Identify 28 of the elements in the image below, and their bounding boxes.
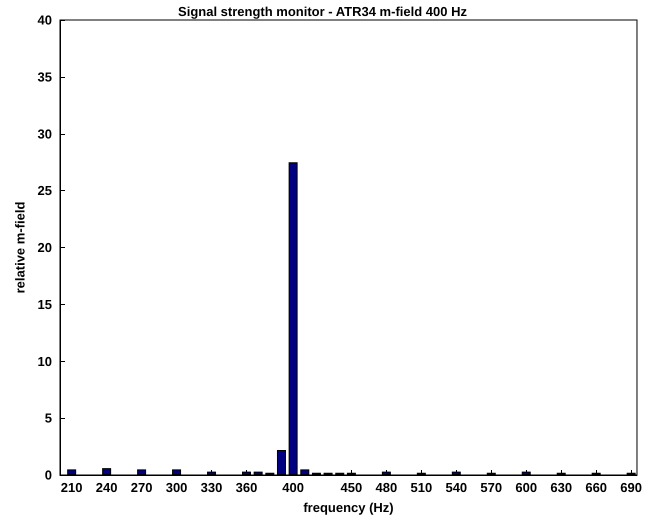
y-tick-label: 10 — [38, 354, 52, 369]
y-tick-label: 35 — [38, 69, 52, 84]
x-tick-label: 360 — [236, 480, 258, 495]
y-tick-label: 15 — [38, 296, 52, 312]
x-tick-label: 570 — [480, 480, 502, 495]
x-tick-label: 690 — [620, 480, 642, 495]
x-tick-label: 270 — [130, 480, 152, 495]
y-tick-label: 5 — [44, 410, 52, 426]
y-tick-label: 0 — [44, 468, 52, 482]
x-axis-title: frequency (Hz) — [303, 500, 394, 515]
y-tick-label: 30 — [38, 126, 52, 142]
x-tick-label: 300 — [166, 480, 188, 495]
x-tick-label: 240 — [96, 480, 118, 495]
chart-title: Signal strength monitor - ATR34 m-field 400 Hz — [178, 4, 468, 19]
x-tick-label: 480 — [376, 480, 398, 495]
y-axis-title: relative m-field — [12, 202, 28, 294]
x-tick-label: 540 — [445, 480, 468, 495]
x-tick-label: 450 — [340, 480, 362, 495]
x-tick-label: 630 — [550, 480, 572, 495]
y-tick-label: 20 — [38, 240, 52, 255]
y-tick-label: 40 — [38, 12, 52, 28]
x-tick-label: 330 — [200, 480, 222, 495]
x-tick-label: 660 — [585, 480, 608, 495]
x-tick-label: 210 — [60, 480, 83, 495]
x-tick-label: 510 — [410, 480, 432, 495]
y-tick-label: 25 — [38, 183, 52, 198]
x-tick-label: 600 — [515, 480, 538, 495]
x-tick-label: 400 — [282, 480, 304, 495]
